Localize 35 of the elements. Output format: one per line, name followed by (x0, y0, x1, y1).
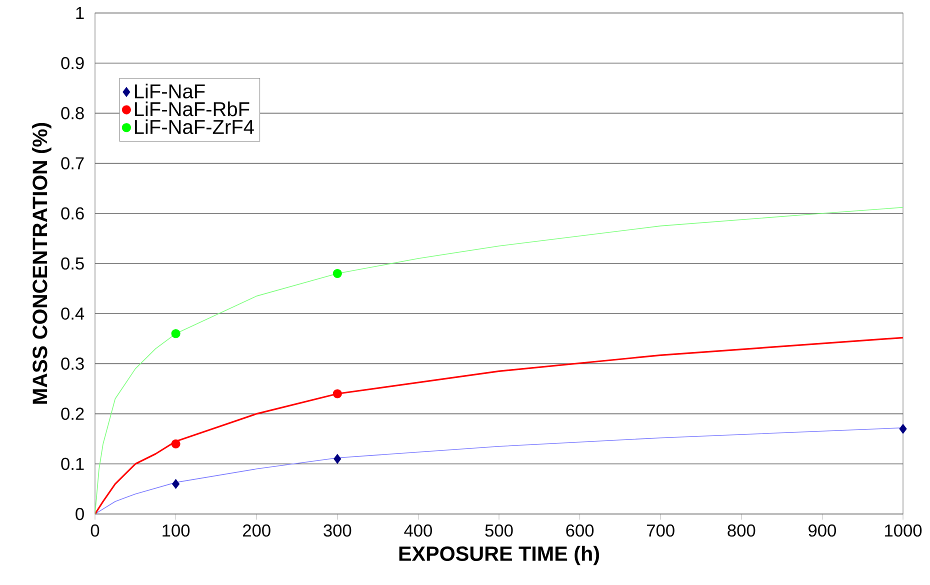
x-tick-label: 500 (485, 524, 513, 537)
y-tick-label: 0.6 (61, 207, 84, 220)
point (332, 268, 342, 278)
x-tick-label: 100 (162, 524, 190, 537)
point (171, 329, 180, 338)
y-tick-label: 1 (76, 7, 84, 19)
y-tick-label: 0 (76, 508, 84, 520)
y-tick-label: 0.7 (61, 157, 84, 170)
legend-label: LiF-NaF-RbF (135, 102, 250, 116)
x-tick-label: 900 (808, 524, 836, 537)
x-tick-label: 0 (90, 524, 100, 537)
point (332, 389, 342, 398)
x-tick-label: 300 (324, 524, 352, 537)
line-series (95, 336, 904, 514)
point (171, 439, 180, 448)
x-axis-title: EXPOSURE TIME (h) (399, 546, 600, 566)
y-tick-label: 0.9 (61, 56, 84, 70)
point (172, 479, 180, 489)
y-tick-label: 0.4 (61, 307, 84, 320)
x-tick-label: 800 (728, 524, 756, 537)
x-tick-label: 600 (566, 524, 594, 537)
y-tick-label: 0.2 (61, 408, 84, 420)
y-axis-title: MASS CONCENTRATION (%) (32, 122, 52, 404)
x-tick-label: 1000 (885, 524, 922, 537)
legend-label: LiF-NaF (135, 84, 205, 98)
x-tick-label: 700 (647, 524, 674, 537)
x-tick-label: 400 (404, 524, 432, 537)
y-tick-label: 0.1 (61, 458, 84, 470)
point (334, 454, 342, 464)
x-tick-label: 200 (243, 524, 270, 537)
y-tick-label: 0.3 (61, 358, 84, 370)
legend-label: LiF-NaF-ZrF4 (135, 119, 254, 134)
point (899, 424, 907, 434)
y-tick-label: 0.5 (61, 257, 84, 270)
y-tick-label: 0.8 (61, 107, 84, 120)
